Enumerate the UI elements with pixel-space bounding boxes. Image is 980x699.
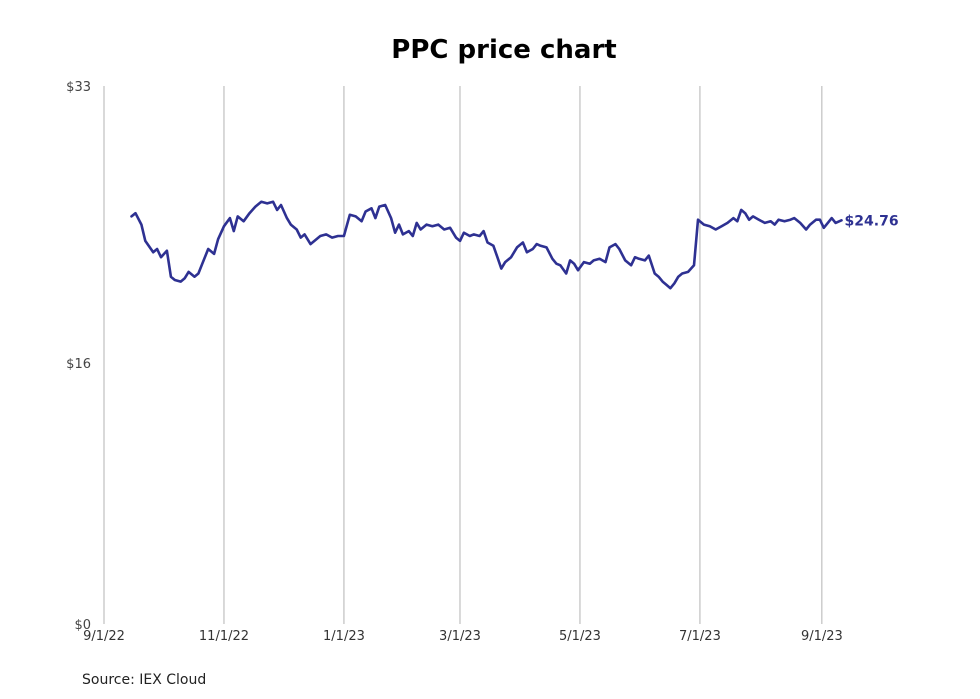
y-tick-label: $33 (66, 80, 91, 95)
x-tick-label: 3/1/23 (439, 629, 481, 644)
x-tick-label: 5/1/23 (559, 629, 601, 644)
x-tick-label: 9/1/22 (83, 629, 125, 644)
x-tick-label: 11/1/22 (199, 629, 249, 644)
y-tick-label: $0 (74, 618, 91, 633)
chart-title: PPC price chart (391, 35, 616, 65)
x-tick-label: 7/1/23 (679, 629, 721, 644)
x-tick-label: 1/1/23 (323, 629, 365, 644)
gridlines (103, 86, 823, 624)
y-tick-label: $16 (66, 357, 91, 372)
y-axis: $0 $16 $33 (66, 80, 91, 633)
x-tick-label: 9/1/23 (801, 629, 843, 644)
last-value-label: $24.76 (845, 213, 899, 229)
price-line (130, 200, 843, 290)
source-label: Source: IEX Cloud (82, 672, 206, 688)
x-axis: 9/1/22 11/1/22 1/1/23 3/1/23 5/1/23 7/1/23 9/1… (83, 629, 843, 644)
